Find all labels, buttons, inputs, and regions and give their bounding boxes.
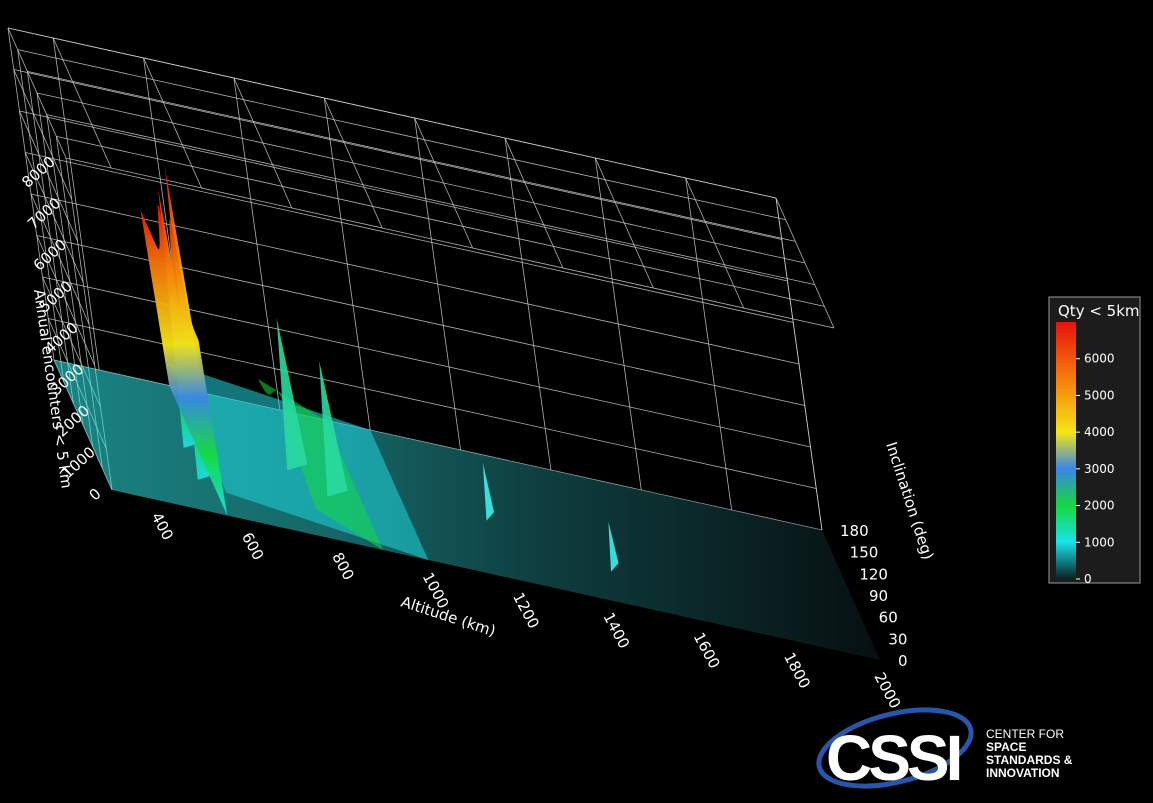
logo-mark: CSSI	[826, 722, 960, 794]
colorbar-tick-label: 5000	[1084, 388, 1115, 402]
logo-line2: SPACE	[986, 740, 1026, 754]
colorbar-tick-label: 4000	[1084, 425, 1115, 439]
colorbar-tick-label: 3000	[1084, 462, 1115, 476]
grid-line	[594, 157, 642, 491]
grid-line	[52, 37, 100, 371]
grid-line	[7, 27, 67, 159]
grid-line	[24, 152, 84, 283]
logo-line1: CENTER FOR	[986, 727, 1064, 741]
surface-peak	[276, 317, 308, 471]
x-tick-label: 2000	[870, 669, 904, 711]
grid-line	[65, 157, 835, 329]
y-tick-label: 90	[869, 587, 888, 605]
grid-line	[414, 117, 473, 249]
grid-line	[56, 135, 825, 307]
colorbar-tick-label: 1000	[1084, 535, 1115, 549]
x-tick-label: 1400	[599, 609, 633, 651]
colorbar-title: Qty < 5km	[1058, 302, 1140, 320]
y-tick-label: 120	[859, 565, 888, 583]
grid-line	[30, 193, 90, 325]
surface-main-spike	[140, 204, 228, 516]
grid-line	[775, 197, 823, 531]
grid-line	[19, 110, 788, 282]
surface-peak	[482, 462, 494, 521]
grid-line	[233, 77, 293, 209]
grid-line	[13, 69, 73, 200]
z-tick-label: 0	[86, 485, 105, 505]
grid-line	[46, 114, 815, 286]
grid-line	[685, 177, 745, 309]
y-tick-label: 30	[888, 630, 907, 648]
grid-line	[594, 157, 654, 289]
grid-line	[25, 152, 794, 323]
grid-line	[27, 70, 796, 242]
y-tick-label: 0	[898, 652, 908, 670]
colorbar-gradient	[1056, 322, 1076, 579]
grid-line	[504, 137, 564, 269]
grid-line	[504, 137, 552, 471]
x-tick-label: 600	[238, 529, 267, 563]
grid-line	[323, 97, 371, 431]
colorbar: Qty < 5km 0 1000 2000 3000 4000 5000 6000	[1048, 296, 1141, 586]
colorbar-tick-label: 0	[1084, 572, 1092, 586]
logo-line3: STANDARDS &	[986, 753, 1073, 767]
x-tick-label: 800	[328, 549, 357, 583]
y-tick-label: 60	[879, 609, 898, 627]
grid-line	[36, 92, 806, 264]
y-axis-label: Inclination (deg)	[882, 440, 937, 562]
grid-line	[19, 110, 78, 242]
grid-line	[17, 49, 786, 221]
grid-line	[7, 27, 777, 199]
grid-line	[414, 117, 461, 451]
grid-line	[52, 37, 112, 169]
x-tick-label: 1600	[690, 629, 724, 671]
x-tick-label: 1200	[509, 589, 543, 631]
y-tick-label: 150	[850, 544, 879, 562]
grid-line	[685, 177, 733, 511]
logo-line4: INNOVATION	[986, 766, 1060, 780]
x-tick-label: 400	[148, 509, 177, 543]
cssi-logo: CSSI CENTER FOR SPACE STANDARDS & INNOVA…	[816, 707, 1073, 794]
surface-peak	[608, 521, 619, 572]
grid-line	[13, 69, 782, 240]
x-tick-label: 1800	[780, 649, 814, 691]
y-tick-label: 180	[840, 522, 869, 540]
grid-line	[775, 197, 835, 329]
logo-orbit-icon	[816, 707, 974, 789]
grid-line	[143, 57, 202, 189]
grid-line	[323, 97, 383, 229]
colorbar-tick-label: 2000	[1084, 499, 1115, 513]
surface	[54, 165, 880, 660]
grid-line	[36, 235, 96, 366]
colorbar-tick-label: 6000	[1084, 352, 1115, 366]
surface-peak	[319, 360, 348, 497]
grid-line	[233, 77, 281, 411]
grid-line	[30, 193, 800, 365]
